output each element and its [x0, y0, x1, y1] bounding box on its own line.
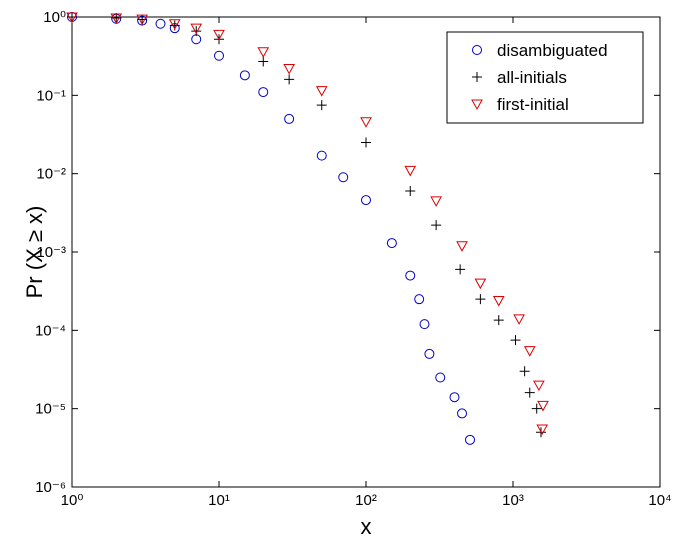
x-tick-label: 10⁰: [61, 492, 84, 509]
point: [531, 403, 542, 414]
legend-label: first-initial: [497, 95, 569, 114]
point: [136, 14, 148, 26]
point: [361, 137, 371, 148]
y-tick-label: 10⁰: [43, 9, 66, 26]
point: [110, 13, 123, 25]
point: [405, 270, 416, 281]
point: [455, 264, 466, 275]
point: [239, 70, 250, 81]
point: [283, 64, 295, 75]
y-tick-label: 10⁻⁴: [35, 322, 66, 339]
point: [168, 19, 181, 30]
point: [137, 14, 148, 25]
legend-label: all-initials: [497, 68, 567, 87]
point: [456, 241, 468, 252]
point: [404, 165, 417, 177]
point: [523, 346, 536, 357]
point: [524, 387, 535, 398]
point: [190, 23, 203, 35]
point: [155, 18, 166, 29]
x-tick-label: 10⁴: [648, 492, 671, 509]
point: [316, 100, 327, 111]
point: [214, 50, 224, 61]
point: [191, 26, 202, 37]
point: [435, 372, 446, 383]
point: [386, 238, 397, 249]
point: [431, 220, 442, 231]
point: [315, 86, 328, 97]
point: [419, 319, 430, 330]
point: [360, 117, 372, 128]
point: [213, 29, 225, 41]
point: [257, 47, 270, 58]
point: [449, 392, 460, 403]
x-tick-label: 10³: [502, 492, 524, 509]
point: [361, 195, 371, 206]
point: [474, 278, 487, 290]
y-tick-label: 10⁻³: [36, 244, 66, 261]
x-axis-title: x: [361, 514, 372, 539]
point: [537, 400, 549, 412]
point: [493, 315, 504, 326]
x-tick-label: 10¹: [208, 492, 230, 509]
point: [519, 366, 530, 377]
point: [533, 380, 545, 392]
point: [258, 87, 269, 98]
point: [405, 186, 416, 197]
legend-marker: [471, 99, 483, 111]
point: [316, 150, 327, 161]
legend-marker: [472, 72, 482, 82]
point: [66, 12, 78, 24]
point: [492, 296, 505, 307]
point: [465, 434, 476, 445]
y-tick-label: 10⁻⁶: [35, 479, 66, 496]
point: [284, 113, 295, 124]
y-tick-label: 10⁻⁵: [35, 401, 66, 418]
point: [414, 294, 425, 305]
legend-marker: [472, 45, 482, 55]
y-axis-title: Pr (X ≥ x): [22, 206, 47, 299]
y-tick-label: 10⁻²: [36, 166, 66, 183]
point: [430, 196, 442, 207]
point: [284, 74, 295, 85]
point: [510, 335, 521, 346]
x-tick-label: 10²: [355, 492, 377, 509]
y-tick-label: 10⁻¹: [36, 87, 66, 104]
point: [457, 408, 468, 419]
point: [513, 314, 525, 325]
point: [475, 294, 486, 305]
legend-label: disambiguated: [497, 41, 608, 60]
point: [258, 56, 269, 67]
point: [424, 348, 435, 359]
point: [338, 172, 349, 183]
point: [536, 424, 549, 436]
